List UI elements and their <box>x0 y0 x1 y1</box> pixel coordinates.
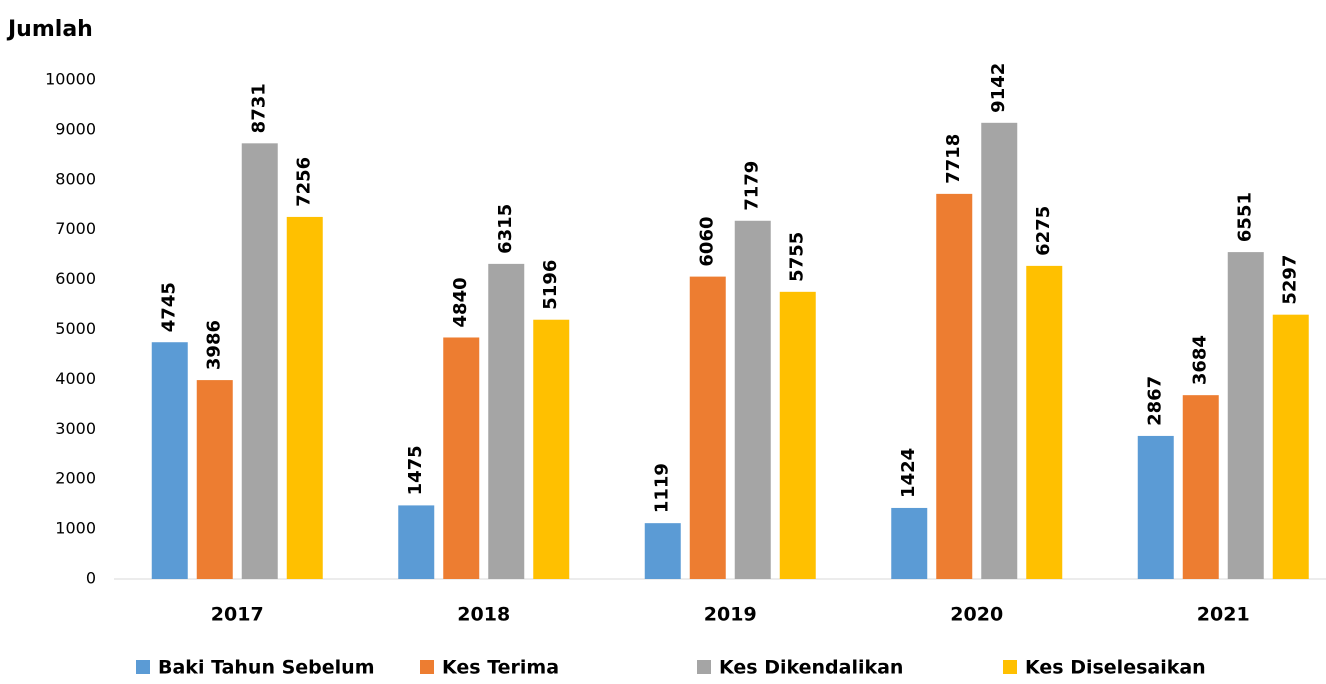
y-tick-label: 6000 <box>55 269 96 288</box>
data-label: 9142 <box>988 63 1009 113</box>
data-label: 6275 <box>1033 206 1054 256</box>
x-tick-label: 2021 <box>1197 604 1250 626</box>
y-tick-label: 5000 <box>55 319 96 338</box>
data-label: 6315 <box>495 204 516 254</box>
data-label: 7256 <box>294 157 315 207</box>
bar <box>936 193 973 579</box>
data-label: 8731 <box>249 83 270 133</box>
bar <box>286 216 323 579</box>
y-tick-label: 8000 <box>55 169 96 188</box>
y-tick-label: 4000 <box>55 369 96 388</box>
bar <box>891 507 928 579</box>
bar <box>533 319 570 579</box>
bar <box>1272 314 1309 579</box>
y-tick-label: 10000 <box>45 70 96 89</box>
data-label: 4840 <box>450 277 471 327</box>
data-label: 3986 <box>204 320 225 370</box>
bar <box>1026 265 1063 579</box>
bar <box>398 505 435 579</box>
data-label: 5755 <box>787 232 808 282</box>
legend-label: Kes Diselesaikan <box>1025 657 1206 679</box>
bar <box>779 291 816 579</box>
y-tick-label: 7000 <box>55 219 96 238</box>
bar <box>151 342 188 579</box>
bar <box>1137 435 1174 579</box>
x-tick-label: 2019 <box>704 604 757 626</box>
bar <box>1227 252 1264 579</box>
data-label: 2867 <box>1145 376 1166 426</box>
data-label: 4745 <box>159 282 180 332</box>
y-axis-label: Jumlah <box>6 17 93 42</box>
bar <box>981 122 1018 579</box>
data-label: 1424 <box>898 448 919 498</box>
data-label: 6551 <box>1235 192 1256 242</box>
x-tick-label: 2020 <box>950 604 1003 626</box>
legend-swatch <box>136 660 150 674</box>
data-label: 5196 <box>540 260 561 310</box>
bar <box>644 523 681 579</box>
bar <box>443 337 480 579</box>
legend-swatch <box>1003 660 1017 674</box>
data-label: 7179 <box>742 161 763 211</box>
bar <box>241 143 278 579</box>
legend-swatch <box>697 660 711 674</box>
y-tick-label: 3000 <box>55 419 96 438</box>
bar <box>689 276 726 579</box>
data-label: 6060 <box>697 216 718 266</box>
x-tick-label: 2017 <box>211 604 264 626</box>
y-tick-label: 9000 <box>55 119 96 138</box>
y-tick-label: 1000 <box>55 519 96 538</box>
legend-label: Kes Dikendalikan <box>719 657 903 679</box>
data-label: 3684 <box>1190 335 1211 385</box>
y-tick-label: 0 <box>86 569 96 588</box>
legend-label: Kes Terima <box>442 657 559 679</box>
bar <box>196 380 233 579</box>
data-label: 1475 <box>405 445 426 495</box>
data-label: 5297 <box>1280 255 1301 305</box>
data-label: 7718 <box>943 134 964 184</box>
bar <box>488 263 525 579</box>
bar <box>734 220 771 580</box>
data-label: 1119 <box>652 463 673 513</box>
x-tick-label: 2018 <box>457 604 510 626</box>
legend-label: Baki Tahun Sebelum <box>158 657 375 679</box>
legend-swatch <box>420 660 434 674</box>
bar <box>1182 395 1219 579</box>
y-tick-label: 2000 <box>55 469 96 488</box>
